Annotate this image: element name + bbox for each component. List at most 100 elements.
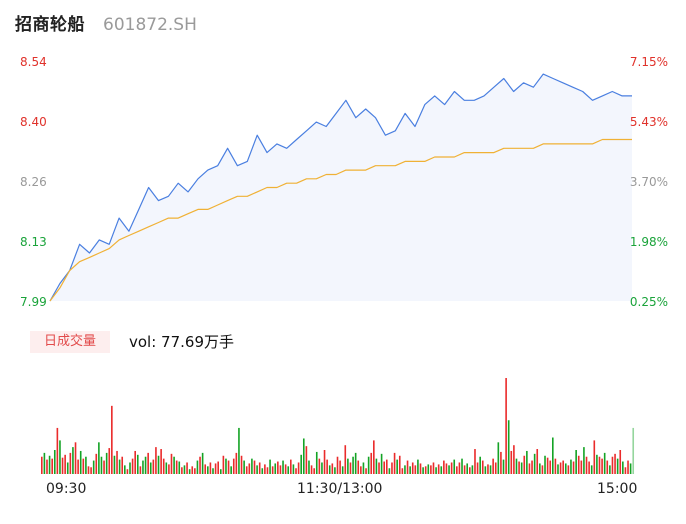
- volume-bar: [404, 465, 406, 474]
- volume-bar: [201, 452, 204, 474]
- pct-tick-label-2: 5.43%: [629, 115, 668, 129]
- volume-bar: [240, 455, 243, 474]
- volume-bar: [375, 458, 378, 474]
- volume-bar: [69, 452, 72, 474]
- volume-bar: [606, 460, 609, 474]
- volume-bar: [417, 459, 419, 474]
- volume-bar: [622, 461, 624, 474]
- volume-bar: [108, 448, 111, 474]
- volume-bar: [321, 462, 323, 474]
- volume-bar: [616, 458, 619, 474]
- volume-bar: [212, 468, 214, 474]
- price-chart: [49, 73, 632, 302]
- volume-bar: [92, 460, 95, 474]
- volume-bar: [232, 458, 235, 474]
- price-tick-label-5: 7.99: [20, 295, 47, 309]
- volume-bar: [422, 467, 424, 474]
- volume-bar: [440, 466, 443, 474]
- volume-bar: [476, 462, 479, 474]
- volume-bar: [217, 461, 219, 474]
- volume-bar: [481, 460, 484, 474]
- volume-bar: [575, 450, 577, 474]
- volume-bar: [292, 464, 295, 474]
- volume-bar: [82, 458, 85, 474]
- volume-bar: [149, 462, 152, 474]
- volume-bar: [287, 466, 290, 474]
- volume-bar: [513, 445, 515, 474]
- volume-bar: [352, 456, 354, 474]
- volume-bar: [61, 457, 64, 474]
- price-line: [49, 73, 632, 302]
- volume-bar: [388, 468, 391, 474]
- volume-bar: [362, 462, 365, 474]
- volume-bar: [328, 465, 331, 474]
- volume-bar: [181, 467, 183, 474]
- volume-bar: [419, 463, 422, 474]
- volume-bar: [494, 462, 497, 474]
- volume-bar: [219, 469, 222, 474]
- volume-bar: [225, 458, 227, 474]
- volume-bar: [367, 456, 370, 474]
- volume-bar: [500, 451, 502, 474]
- volume-bar: [142, 460, 144, 474]
- volume-bar: [243, 460, 245, 474]
- volume-bar: [124, 465, 126, 474]
- price-tick-label-2: 8.40: [20, 115, 47, 129]
- volume-bar: [507, 420, 510, 474]
- volume-bar: [305, 446, 308, 474]
- volume-bar: [479, 456, 481, 474]
- volume-bar: [170, 453, 173, 474]
- volume-bar: [235, 452, 238, 474]
- volume-bar: [103, 460, 105, 474]
- volume-bar: [373, 440, 375, 474]
- volume-bar: [523, 455, 526, 474]
- volume-bar: [531, 460, 533, 474]
- volume-bar: [162, 458, 165, 474]
- volume-bar: [168, 464, 170, 474]
- volume-bar: [424, 466, 427, 474]
- volume-bar: [90, 467, 92, 474]
- volume-bar: [199, 456, 201, 474]
- volume-bar: [492, 458, 494, 474]
- volume-bar: [619, 450, 622, 474]
- volume-bar: [401, 468, 404, 474]
- volume-bar: [510, 450, 513, 474]
- volume-bar: [378, 462, 380, 474]
- volume-bar: [48, 455, 51, 474]
- volume-bar: [627, 460, 629, 474]
- volume-bar: [64, 454, 66, 474]
- volume-bar: [85, 456, 87, 474]
- volume-bar: [562, 460, 564, 474]
- volume-bar: [222, 455, 225, 474]
- price-area-fill: [50, 74, 632, 301]
- volume-bar: [632, 427, 635, 474]
- volume-bar: [290, 459, 292, 474]
- volume-bar: [41, 456, 43, 474]
- volume-bar: [484, 466, 487, 474]
- volume-bar: [277, 461, 279, 474]
- volume-bar: [450, 462, 453, 474]
- volume-bar: [629, 463, 632, 474]
- volume-bar: [308, 460, 310, 474]
- volume-bar: [360, 466, 362, 474]
- price-tick-label-4: 8.13: [20, 235, 47, 249]
- volume-bar: [518, 461, 520, 474]
- volume-bar: [580, 460, 583, 474]
- volume-bar: [588, 461, 590, 474]
- volume-bar: [134, 450, 136, 474]
- volume-bar: [445, 463, 448, 474]
- volume-bar: [147, 452, 149, 474]
- volume-bar: [79, 450, 82, 474]
- volume-bar: [266, 467, 269, 474]
- volume-bar: [302, 438, 305, 474]
- volume-bar: [209, 462, 212, 474]
- volume-bar: [77, 459, 79, 474]
- volume-bar: [596, 454, 598, 474]
- volume-bar: [590, 465, 593, 474]
- volume-bar: [248, 463, 251, 474]
- volume-bar: [541, 465, 544, 474]
- volume-bar: [87, 466, 90, 474]
- volume-bar: [334, 467, 336, 474]
- volume-bar: [43, 452, 46, 474]
- volume-bar: [349, 462, 352, 474]
